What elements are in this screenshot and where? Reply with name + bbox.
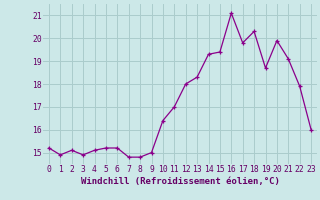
- X-axis label: Windchill (Refroidissement éolien,°C): Windchill (Refroidissement éolien,°C): [81, 177, 279, 186]
